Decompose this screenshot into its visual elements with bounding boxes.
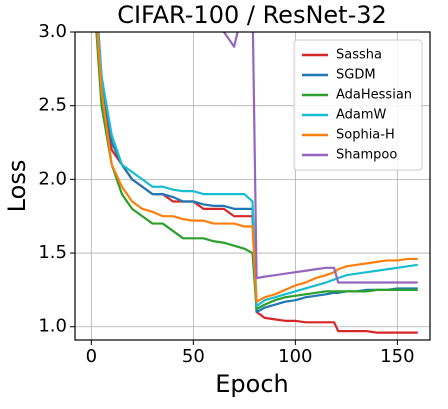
chart-title: CIFAR-100 / ResNet-32 [117,1,387,29]
line-series [96,32,418,308]
legend-label: Sassha [336,48,382,63]
plot-frame [74,31,431,341]
y-tick-label: 1.0 [38,316,67,337]
y-axis-label: Loss [3,160,31,213]
legend-label: Sophia-H [336,128,395,143]
legend-box [293,39,423,171]
line-series [96,32,418,303]
x-tick-label: 150 [380,346,414,367]
y-tick-label: 1.5 [38,242,67,263]
legend-label: SGDM [336,68,376,83]
x-tick-label: 0 [86,346,97,367]
line-series [95,32,418,311]
plot-area [95,32,418,334]
y-tick-label: 2.5 [38,95,67,116]
legend-label: AdamW [336,108,387,123]
line-series [222,32,418,284]
y-tick-label: 2.0 [38,168,67,189]
x-tick-label: 100 [278,346,312,367]
x-tick-label: 50 [182,346,205,367]
legend-label: AdaHessian [336,88,412,103]
x-axis-label: Epoch [215,370,289,398]
y-tick-label: 3.0 [38,21,67,42]
legend-label: Shampoo [336,148,397,163]
